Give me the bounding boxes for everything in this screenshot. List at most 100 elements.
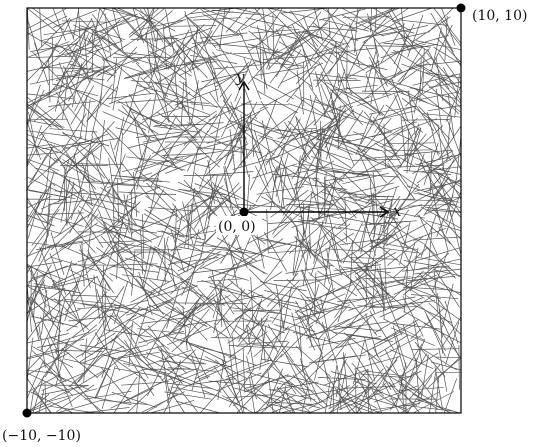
fiber-segment [360, 7, 400, 24]
fiber-segment [278, 41, 320, 66]
fiber-segment [26, 143, 52, 149]
fiber-segment [274, 395, 320, 409]
fiber-segment [36, 241, 84, 250]
fiber-segment [118, 194, 129, 239]
fiber-segment [339, 264, 367, 303]
fiber-segment [328, 313, 368, 341]
fiber-segment [167, 249, 214, 266]
fiber-segment [425, 72, 462, 79]
fiber-segment [438, 347, 448, 392]
fiber-segment [26, 360, 44, 399]
origin-label: (0, 0) [218, 219, 256, 235]
fiber-segment [345, 307, 391, 326]
fiber-segment [301, 126, 334, 161]
fiber-segment [280, 99, 304, 139]
fiber-segment [61, 146, 90, 184]
fiber-segment [161, 152, 210, 156]
fiber-segment [342, 172, 389, 185]
fiber-segment [26, 154, 47, 191]
fiber-segment [446, 118, 462, 158]
fiber-segment [211, 270, 221, 315]
fiber-segment [368, 21, 415, 34]
fiber-segment [112, 8, 124, 52]
fiber-segment [154, 123, 203, 126]
fiber-segment [41, 371, 86, 391]
fiber-segment [53, 298, 66, 342]
fiber-segment [259, 7, 283, 46]
fiber-segment [148, 366, 193, 386]
fiber-segment [204, 7, 222, 44]
fiber-segment [128, 322, 133, 367]
fiber-segment [265, 193, 298, 228]
fiber-segment [148, 279, 186, 310]
fiber-segment [44, 383, 47, 414]
fiber-segment [99, 244, 116, 287]
fiber-segment [317, 377, 366, 380]
fiber-segment [257, 238, 305, 248]
fiber-segment [26, 88, 56, 110]
fiber-segment [98, 240, 147, 244]
fiber-segment [203, 267, 249, 281]
fiber-segment [348, 197, 395, 211]
fiber-segment [33, 94, 73, 122]
fiber-segment [341, 171, 376, 204]
fiber-segment [149, 38, 162, 82]
fiber-segment [128, 7, 160, 36]
fiber-segment [26, 121, 42, 160]
coordinate-axes [238, 80, 390, 218]
fiber-segment [399, 45, 424, 86]
fiber-segment [190, 146, 199, 191]
fiber-segment [354, 8, 359, 53]
fiber-segment [198, 31, 216, 75]
fiber-segment [357, 147, 387, 184]
fiber-segment [166, 326, 212, 346]
fiber-segment [101, 365, 116, 409]
fiber-segment [117, 235, 162, 254]
fiber-segment [239, 130, 271, 166]
fiber-segment [385, 81, 429, 104]
fiber-segment [420, 206, 462, 229]
fiber-segment [270, 396, 309, 414]
fiber-segment [213, 184, 257, 206]
fiber-segment [26, 15, 68, 35]
fiber-segment [137, 85, 183, 99]
fiber-segment [171, 257, 219, 265]
fiber-segment [397, 133, 427, 170]
fiber-segment [136, 372, 141, 414]
fiber-segment [318, 61, 342, 101]
fiber-segment [163, 56, 180, 100]
fiber-segment [351, 251, 384, 286]
fiber-segment [289, 222, 325, 254]
fiber-segment [342, 222, 363, 264]
fiber-segment [292, 239, 310, 282]
fiber-segment [294, 94, 334, 121]
fiber-segment [165, 155, 210, 174]
fiber-segment [200, 8, 239, 37]
fiber-segment [304, 130, 351, 142]
fiber-segment [406, 375, 433, 414]
fiber-segment [77, 209, 104, 248]
fiber-segment [331, 90, 363, 126]
fiber-segment [364, 70, 402, 100]
fiber-segment [224, 295, 260, 327]
fiber-segment [406, 128, 410, 174]
fiber-segment [129, 154, 152, 196]
fiber-segment [286, 278, 322, 311]
fiber-segment [350, 109, 392, 133]
fiber-segment [338, 72, 355, 116]
fiber-segment [37, 212, 84, 227]
fiber-segment [428, 156, 459, 192]
fiber-segment [209, 286, 256, 299]
fiber-segment [293, 363, 328, 396]
fiber-segment [408, 153, 425, 196]
fiber-segment [247, 24, 286, 53]
fiber-segment [26, 130, 67, 137]
fiber-segment [274, 59, 313, 88]
fiber-segment [297, 148, 320, 189]
fiber-segment [139, 13, 172, 48]
fiber-segment [228, 368, 255, 407]
fiber-segment [412, 236, 461, 241]
fiber-segment [67, 43, 91, 83]
fiber-segment [223, 166, 232, 211]
fiber-segment [31, 209, 60, 246]
